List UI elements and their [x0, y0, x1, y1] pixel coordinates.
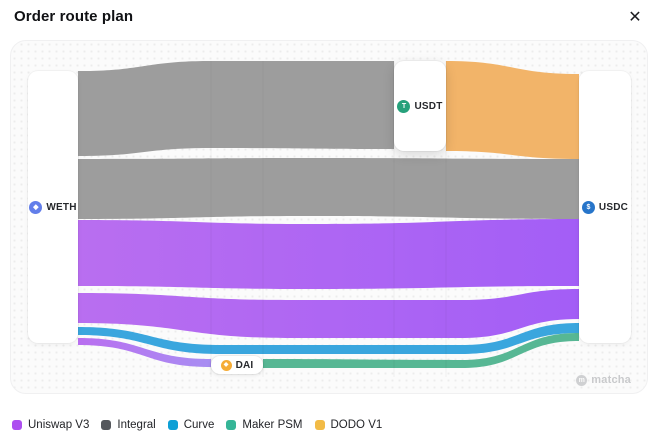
dai-token-label: DAI [235, 359, 254, 371]
legend-label: Uniswap V3 [28, 419, 90, 431]
flow-weth-usdc-uniswap-v3 [78, 219, 579, 289]
legend-item-dodo-v1: DODO V1 [314, 419, 383, 431]
page-title: Order route plan [14, 8, 134, 25]
close-icon[interactable]: ✕ [628, 9, 642, 26]
node-usdc: $ USDC [579, 71, 631, 343]
modal-header: Order route plan ✕ [0, 0, 658, 40]
node-dai: ◆ DAI [211, 356, 263, 374]
legend-swatch-icon [12, 420, 22, 430]
legend-label: DODO V1 [330, 419, 383, 431]
legend-item-integral: Integral [101, 419, 156, 431]
flow-weth-usdc-curve [78, 323, 579, 354]
legend-item-curve: Curve [167, 419, 215, 431]
venue-legend: Uniswap V3 Integral Curve Maker PSM DODO V1 [12, 419, 394, 431]
usdt-token-icon: T [397, 99, 411, 113]
usdt-token-label: USDT [414, 100, 443, 112]
node-weth: ◆ WETH [28, 71, 78, 343]
legend-swatch-icon [167, 420, 178, 430]
legend-label: Maker PSM [242, 419, 303, 431]
matcha-logo-icon: m [576, 374, 588, 386]
flow-usdt-usdc-dodo-v1 [446, 61, 579, 159]
legend-swatch-icon [314, 420, 325, 430]
usdc-token-label: USDC [598, 201, 629, 213]
node-usdt: T USDT [394, 61, 446, 151]
legend-swatch-icon [226, 420, 237, 430]
route-diagram-card: ◆ WETH T USDT ◆ DAI $ USDC m matcha [10, 40, 648, 394]
flow-weth-usdt-integral [78, 61, 394, 156]
flow-dai-usdc-maker-psm [263, 333, 579, 368]
legend-item-uniswap-v3: Uniswap V3 [12, 419, 89, 431]
watermark-label: matcha [591, 374, 631, 386]
legend-label: Integral [117, 419, 156, 431]
dai-token-icon: ◆ [220, 359, 232, 371]
flow-weth-usdc-uniswap-v3 [78, 289, 579, 338]
usdc-token-icon: $ [581, 200, 595, 214]
route-sankey-chart [78, 61, 579, 377]
legend-item-maker-psm: Maker PSM [226, 419, 303, 431]
weth-token-label: WETH [46, 201, 77, 213]
legend-label: Curve [183, 419, 215, 431]
weth-token-icon: ◆ [29, 200, 43, 214]
matcha-watermark: m matcha [576, 374, 631, 386]
legend-swatch-icon [101, 420, 112, 430]
flow-weth-usdc-integral [78, 158, 579, 219]
flow-weth-dai-uniswap-v3 [78, 338, 211, 367]
